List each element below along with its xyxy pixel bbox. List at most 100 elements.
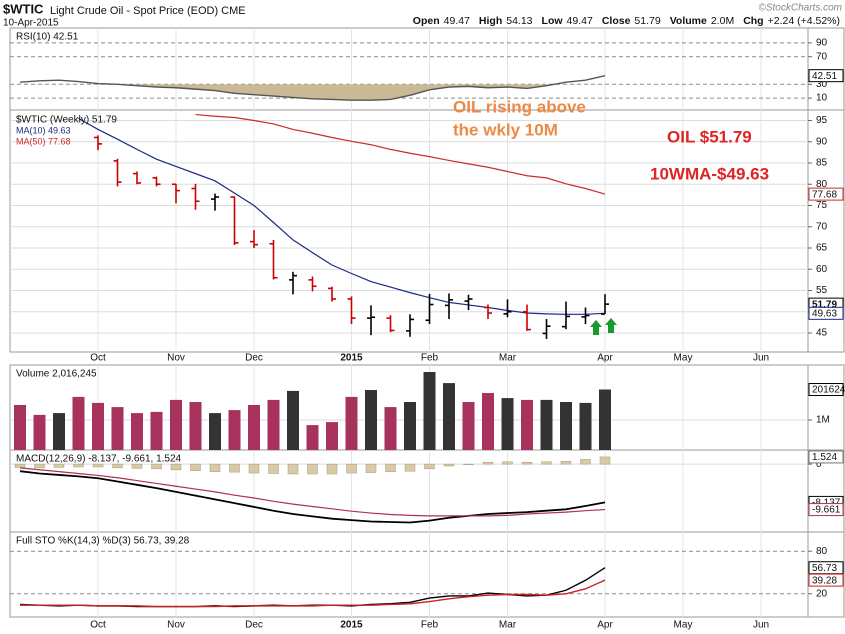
x-tick-label: Dec	[245, 620, 263, 631]
quote-label: Volume	[670, 15, 707, 27]
panel-label: RSI(10) 42.51	[16, 32, 79, 43]
quote-label: Close	[602, 15, 631, 27]
histogram-bar	[502, 461, 513, 465]
volume-bar	[14, 405, 26, 450]
subtitle: Light Crude Oil - Spot Price (EOD) CME	[50, 5, 246, 17]
panel-label: $WTIC (Weekly) 51.79	[16, 115, 117, 126]
histogram-bar	[92, 463, 104, 468]
value-box	[808, 573, 844, 587]
series-line	[78, 117, 606, 315]
y-tick-label: 95	[816, 115, 828, 126]
volume-bar	[579, 402, 592, 450]
value-box	[808, 503, 844, 517]
volume-bar	[384, 407, 397, 450]
histogram-bar	[580, 459, 591, 465]
x-tick-label: Oct	[90, 353, 106, 364]
y-tick-label: 80	[816, 179, 828, 190]
series-line	[19, 470, 606, 524]
histogram-bar	[268, 463, 279, 474]
y-tick-label: 80	[816, 546, 828, 557]
histogram-bar	[190, 463, 201, 471]
x-tick-label: Oct	[90, 620, 106, 631]
volume-bar	[53, 413, 65, 450]
histogram-bar	[53, 463, 65, 468]
quote-value: 49.47	[444, 15, 470, 27]
y-tick-label: 65	[816, 243, 828, 254]
value-box	[808, 383, 844, 397]
histogram-bar	[112, 463, 123, 469]
volume-bar	[540, 399, 553, 450]
histogram-bar	[346, 463, 357, 474]
y-tick-label: 60	[816, 264, 828, 275]
histogram-bar	[463, 463, 474, 465]
value-box-label: 1.524	[812, 452, 837, 463]
y-tick-label: 90	[816, 136, 828, 147]
oversold-fill	[117, 84, 555, 101]
histogram-bar	[170, 463, 182, 471]
quote-value: 54.13	[506, 15, 532, 27]
y-tick-label: 1M	[816, 415, 830, 426]
x-tick-label: Mar	[499, 353, 517, 364]
volume-bar	[150, 411, 163, 450]
panel-label: Full STO %K(14,3) %D(3) 56.73, 39.28	[16, 536, 190, 547]
quote-value: 49.47	[567, 15, 593, 27]
histogram-bar	[131, 463, 143, 469]
legend-entry: MA(50) 77.68	[16, 136, 71, 146]
annotation: the wkly 10M	[453, 120, 558, 139]
histogram-bar	[326, 463, 338, 475]
volume-bar	[365, 390, 377, 450]
panel-label: MACD(12,26,9) -8.137, -9.661, 1.524	[16, 454, 182, 465]
histogram-bar	[34, 463, 45, 469]
volume-bar	[209, 413, 221, 450]
value-box-label: 51.79	[812, 299, 837, 310]
series-line	[20, 579, 606, 608]
y-tick-label: 90	[816, 38, 828, 49]
panel-label: Volume 2,016,245	[16, 369, 97, 380]
y-tick-label: 55	[816, 285, 828, 296]
histogram-bar	[482, 461, 494, 465]
volume-bar	[170, 399, 182, 450]
volume-bar	[443, 383, 455, 450]
volume-bar	[462, 402, 475, 450]
axis-frame	[807, 27, 845, 111]
histogram-bar	[307, 463, 318, 475]
volume-bar	[267, 399, 280, 450]
quote-label: High	[479, 15, 502, 27]
histogram-bar	[560, 461, 572, 465]
quote-label: Open	[413, 15, 440, 27]
quote-value: 51.79	[634, 15, 660, 27]
volume-bar	[560, 402, 572, 450]
histogram-bar	[599, 456, 611, 465]
histogram-bar	[14, 463, 26, 468]
volume-bar	[482, 393, 494, 450]
histogram-bar	[151, 463, 162, 470]
annotation: OIL $51.79	[667, 127, 752, 146]
value-box	[808, 306, 844, 320]
volume-bar	[521, 399, 533, 450]
x-tick-label: Feb	[421, 353, 439, 364]
x-tick-label: 2015	[340, 620, 363, 631]
x-tick-label: Apr	[597, 353, 613, 364]
annotation: OIL rising above	[453, 97, 586, 116]
histogram-bar	[248, 463, 260, 474]
volume-bar	[501, 398, 514, 450]
series-line	[19, 467, 606, 517]
value-box-label: 42.51	[812, 71, 837, 82]
value-box-label: -9.661	[812, 505, 841, 516]
histogram-bar	[521, 461, 533, 465]
x-tick-label: Apr	[597, 620, 613, 631]
axis-frame	[807, 364, 845, 451]
legend-entry: MA(10) 49.63	[16, 125, 71, 135]
histogram-bar	[73, 463, 84, 468]
y-tick-label: 45	[816, 328, 828, 339]
histogram-bar	[229, 463, 240, 473]
value-box-label: 2016245	[812, 385, 845, 396]
date: 10-Apr-2015	[3, 18, 59, 29]
value-box	[808, 187, 844, 201]
value-box-label: -8.137	[812, 498, 841, 509]
y-tick-label: 70	[816, 221, 828, 232]
x-tick-label: Jun	[753, 353, 769, 364]
histogram-bar	[404, 463, 416, 472]
value-box	[808, 69, 844, 83]
volume-bar	[131, 413, 143, 450]
